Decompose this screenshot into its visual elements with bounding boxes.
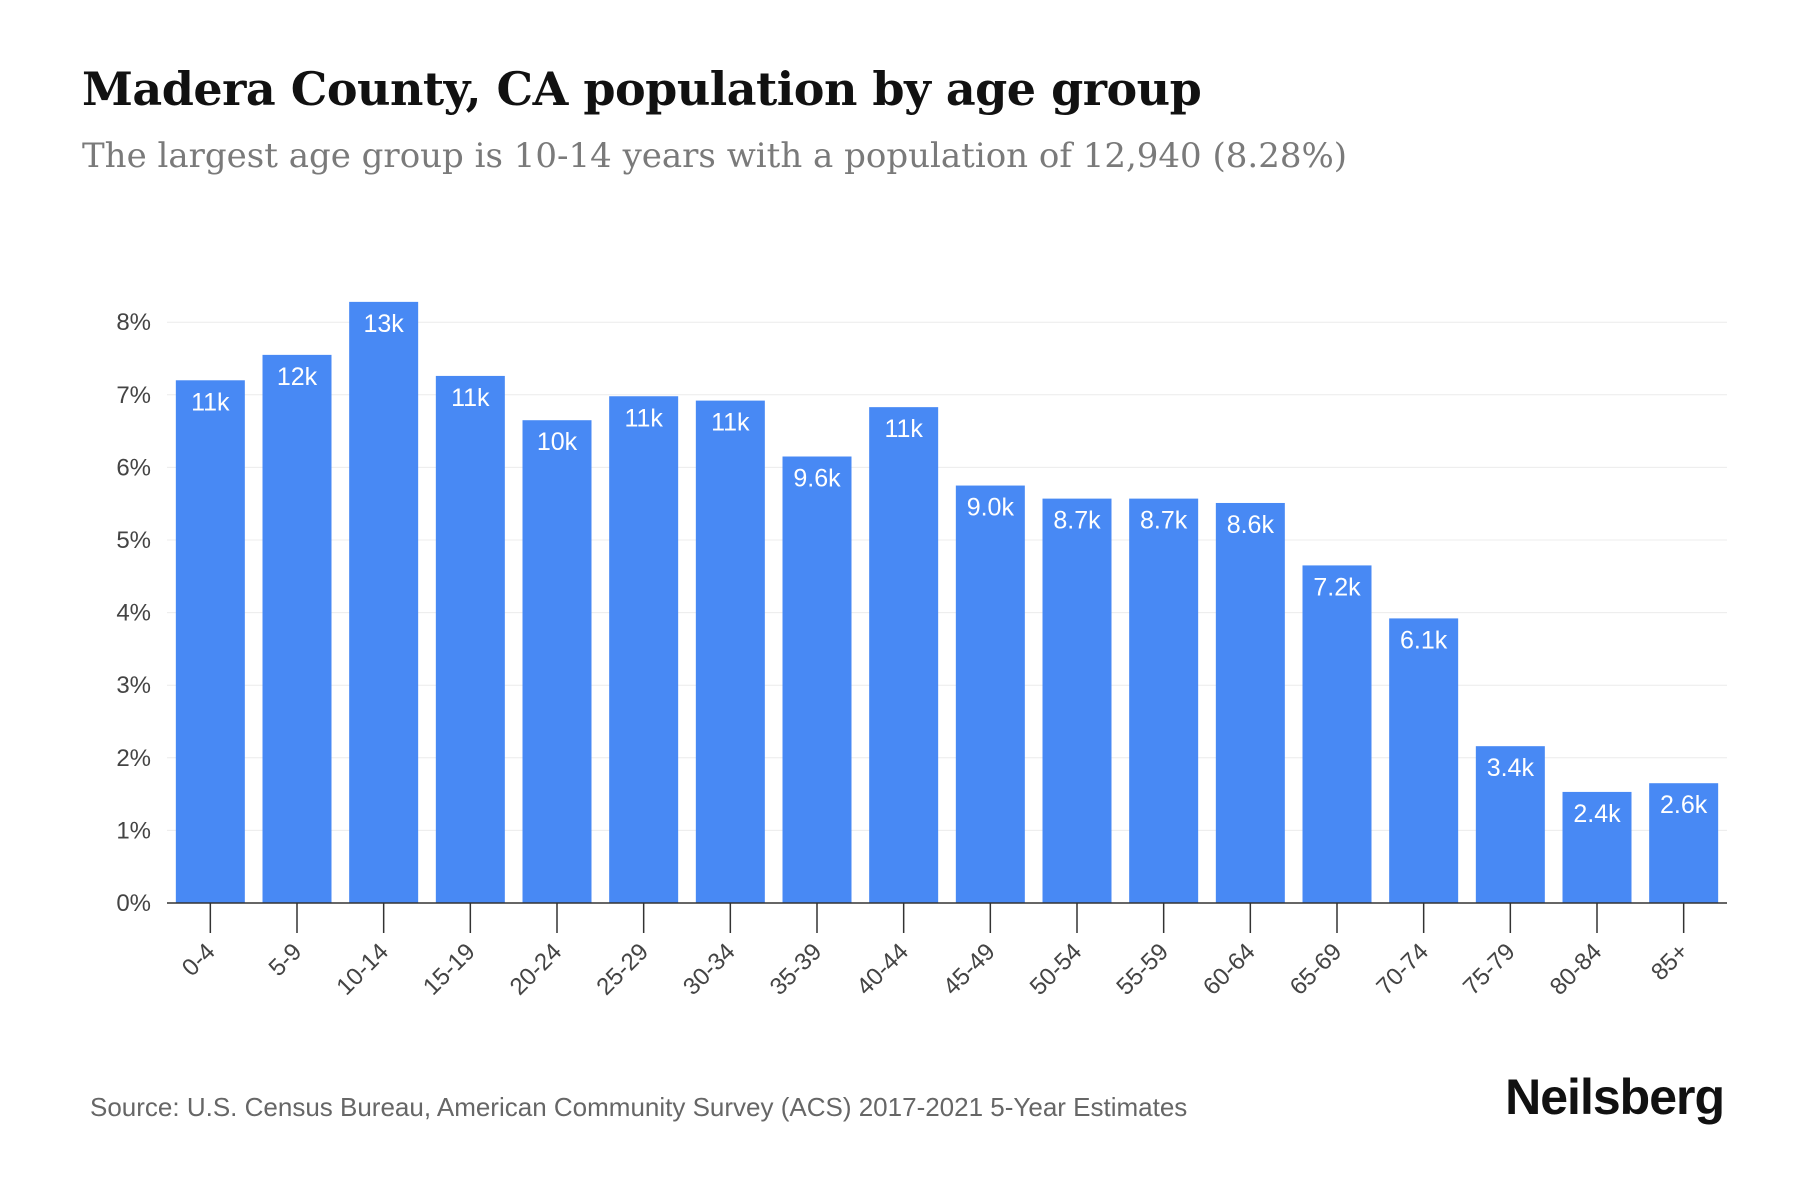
x-tick-label: 80-84 <box>1545 938 1608 1001</box>
x-tick-label: 0-4 <box>177 938 221 982</box>
bar-value-label: 11k <box>624 404 663 432</box>
y-tick-label: 0% <box>116 890 151 917</box>
y-tick-label: 7% <box>116 382 151 409</box>
bar <box>1475 746 1545 903</box>
bar-value-label: 11k <box>191 388 230 416</box>
y-tick-label: 1% <box>116 817 151 844</box>
bar-value-label: 3.4k <box>1487 754 1535 782</box>
bars <box>175 301 1719 903</box>
x-tick-label: 55-59 <box>1111 938 1174 1001</box>
bar-value-label: 7.2k <box>1313 573 1361 601</box>
bar-value-label: 6.1k <box>1400 626 1448 654</box>
gridlines <box>167 321 1727 831</box>
bar-value-label: 13k <box>364 310 405 338</box>
chart-title: Madera County, CA population by age grou… <box>82 62 1202 116</box>
bar-value-label: 8.6k <box>1227 511 1275 539</box>
x-tick-label: 50-54 <box>1025 938 1088 1001</box>
y-axis-tick-labels: 0% 1% 2% 3% 4% 5% 6% 7% 8% <box>116 309 151 917</box>
x-tick-label: 25-29 <box>591 938 654 1001</box>
y-tick-label: 6% <box>116 454 151 481</box>
bar <box>262 354 332 903</box>
bar-value-label: 2.6k <box>1660 791 1708 819</box>
bar-value-label: 8.7k <box>1053 507 1101 535</box>
bar-value-label: 9.0k <box>967 494 1015 522</box>
bar <box>1215 502 1285 903</box>
bar-value-labels: 11k 12k 13k 11k 10k 11k 11k 9.6k 11k 9.0k 8.7k 8.7k… <box>191 310 1708 828</box>
bar <box>175 380 245 903</box>
bar-value-label: 11k <box>884 415 923 443</box>
bar <box>435 375 505 903</box>
x-tick-label: 30-34 <box>678 938 741 1001</box>
bar <box>609 396 679 903</box>
x-tick-label: 15-19 <box>418 938 481 1001</box>
brand-logo: Neilsberg <box>1505 1069 1725 1125</box>
y-tick-label: 4% <box>116 600 151 627</box>
bar <box>955 485 1025 903</box>
y-tick-label: 5% <box>116 527 151 554</box>
bar <box>782 456 852 903</box>
y-tick-label: 3% <box>116 672 151 699</box>
bar-value-label: 11k <box>711 409 750 437</box>
x-tick-label: 85+ <box>1646 938 1694 986</box>
bar <box>522 420 592 903</box>
x-tick-label: 10-14 <box>331 938 394 1001</box>
y-tick-label: 8% <box>116 309 151 336</box>
x-tick-label: 45-49 <box>938 938 1001 1001</box>
x-axis-tick-labels: 0-4 5-9 10-14 15-19 20-24 25-29 30-34 35-39 40-4… <box>177 903 1694 1001</box>
bar <box>1302 565 1372 903</box>
x-tick-label: 60-64 <box>1198 938 1261 1001</box>
x-tick-label: 65-69 <box>1285 938 1348 1001</box>
bar <box>1389 618 1459 903</box>
bar <box>349 301 419 903</box>
bar <box>1562 791 1632 903</box>
x-tick-label: 5-9 <box>264 938 308 982</box>
bar-value-label: 10k <box>537 428 578 456</box>
bar <box>869 407 939 903</box>
x-tick-label: 40-44 <box>851 938 914 1001</box>
x-tick-label: 35-39 <box>765 938 828 1001</box>
bar <box>1129 498 1199 903</box>
source-note: Source: U.S. Census Bureau, American Com… <box>90 1092 1188 1122</box>
bar-value-label: 8.7k <box>1140 507 1188 535</box>
bar <box>1042 498 1112 903</box>
bar-value-label: 12k <box>277 363 318 391</box>
chart-subtitle: The largest age group is 10-14 years wit… <box>82 136 1348 176</box>
bar <box>695 400 765 903</box>
bar-value-label: 9.6k <box>793 465 841 493</box>
bar <box>1649 783 1719 903</box>
x-tick-label: 20-24 <box>505 938 568 1001</box>
x-tick-label: 75-79 <box>1458 938 1521 1001</box>
y-tick-label: 2% <box>116 745 151 772</box>
bar-value-label: 2.4k <box>1573 800 1621 828</box>
bar-value-label: 11k <box>451 384 490 412</box>
x-tick-label: 70-74 <box>1371 938 1434 1001</box>
